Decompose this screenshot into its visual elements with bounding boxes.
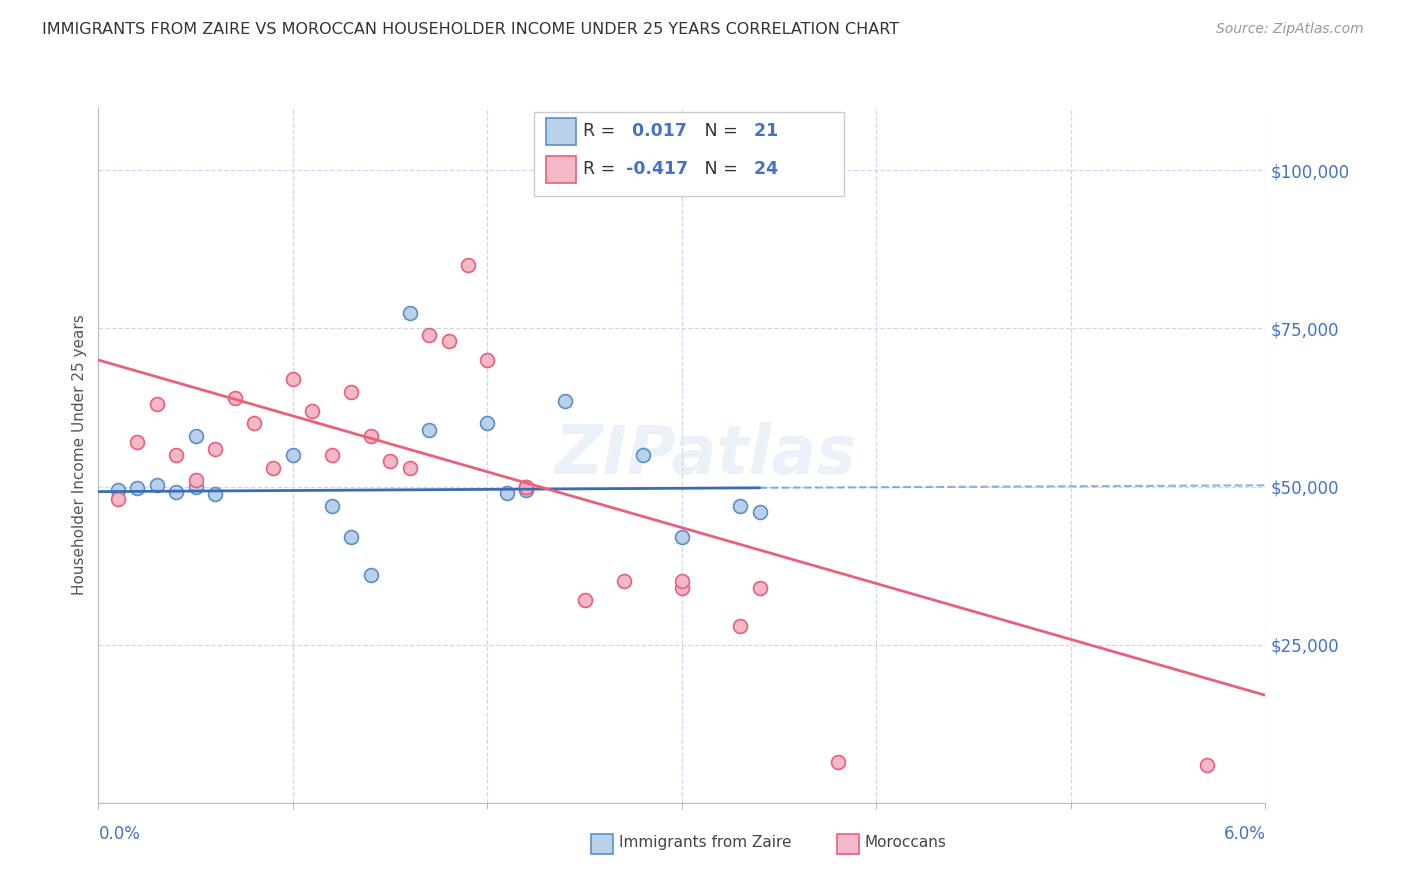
Point xyxy=(1197,757,1219,772)
Point xyxy=(281,372,304,386)
Point xyxy=(204,487,226,501)
Point xyxy=(301,403,323,417)
Point xyxy=(262,460,284,475)
Point xyxy=(127,481,149,495)
Text: ZIPatlas: ZIPatlas xyxy=(554,422,856,488)
Text: 21: 21 xyxy=(748,122,779,140)
Point xyxy=(127,435,149,450)
Point xyxy=(457,258,479,272)
Point xyxy=(380,454,402,468)
Text: Immigrants from Zaire: Immigrants from Zaire xyxy=(619,836,792,850)
Text: -0.417: -0.417 xyxy=(626,161,688,178)
Point xyxy=(827,755,849,769)
Point xyxy=(496,486,519,500)
Point xyxy=(184,473,207,487)
Y-axis label: Householder Income Under 25 years: Householder Income Under 25 years xyxy=(72,315,87,595)
Point xyxy=(398,305,420,319)
Point xyxy=(477,353,499,368)
Point xyxy=(437,334,460,348)
Text: R =: R = xyxy=(583,122,621,140)
Point xyxy=(146,397,169,411)
Point xyxy=(243,417,266,431)
Point xyxy=(165,484,187,499)
Point xyxy=(340,530,363,544)
Point xyxy=(360,568,382,582)
Point xyxy=(281,448,304,462)
Text: 24: 24 xyxy=(748,161,778,178)
Point xyxy=(748,505,770,519)
Text: N =: N = xyxy=(699,161,742,178)
Point xyxy=(165,448,187,462)
Point xyxy=(671,581,693,595)
Point xyxy=(748,581,770,595)
Text: 0.017: 0.017 xyxy=(626,122,686,140)
Point xyxy=(515,483,537,497)
Point xyxy=(146,478,169,492)
Point xyxy=(321,499,343,513)
Point xyxy=(730,499,752,513)
Point xyxy=(477,417,499,431)
Text: R =: R = xyxy=(583,161,621,178)
Text: Moroccans: Moroccans xyxy=(865,836,946,850)
Text: N =: N = xyxy=(699,122,742,140)
Point xyxy=(204,442,226,456)
Point xyxy=(107,483,129,497)
Point xyxy=(554,394,576,409)
Point xyxy=(515,479,537,493)
Point xyxy=(418,423,440,437)
Point xyxy=(418,327,440,342)
Text: 0.0%: 0.0% xyxy=(98,825,141,843)
Point xyxy=(184,429,207,443)
Point xyxy=(398,460,420,475)
Text: Source: ZipAtlas.com: Source: ZipAtlas.com xyxy=(1216,22,1364,37)
Point xyxy=(184,479,207,493)
Point xyxy=(224,391,246,405)
Point xyxy=(574,593,596,607)
Point xyxy=(671,574,693,589)
Point xyxy=(671,530,693,544)
Text: IMMIGRANTS FROM ZAIRE VS MOROCCAN HOUSEHOLDER INCOME UNDER 25 YEARS CORRELATION : IMMIGRANTS FROM ZAIRE VS MOROCCAN HOUSEH… xyxy=(42,22,900,37)
Point xyxy=(107,492,129,507)
Point xyxy=(613,574,636,589)
Text: 6.0%: 6.0% xyxy=(1223,825,1265,843)
Point xyxy=(730,618,752,632)
Point xyxy=(360,429,382,443)
Point xyxy=(340,384,363,399)
Point xyxy=(321,448,343,462)
Point xyxy=(631,448,654,462)
Point xyxy=(515,479,537,493)
